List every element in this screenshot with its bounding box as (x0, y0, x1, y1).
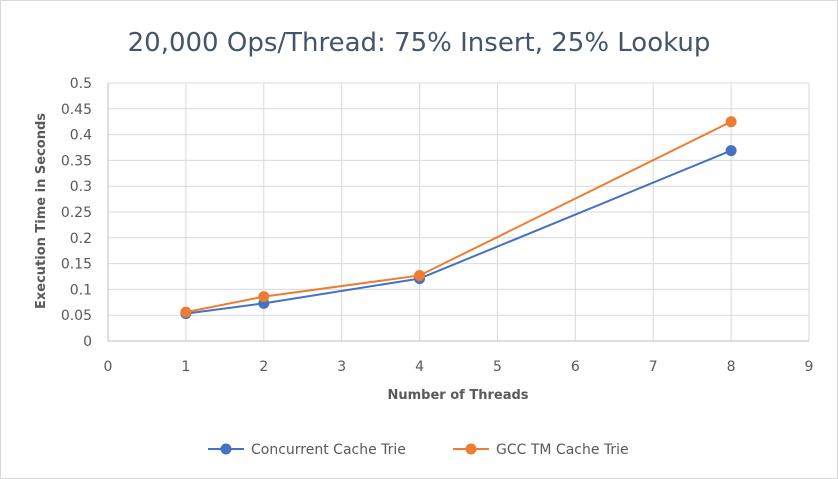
legend-marker (465, 443, 477, 455)
axes: 0 0.05 0.1 0.15 0.2 0.25 0.3 0.35 0.4 0.45 0.5 0 1 2 3… (61, 76, 814, 375)
y-tick-label: 0.35 (61, 153, 92, 169)
series-layer (180, 116, 737, 320)
y-tick-label: 0 (83, 334, 92, 350)
x-tick-label: 3 (337, 359, 346, 375)
chart-title: 20,000 Ops/Thread: 75% Insert, 25% Looku… (128, 28, 711, 58)
data-point (414, 269, 426, 281)
y-tick-label: 0.25 (61, 205, 92, 221)
y-tick-label: 0.1 (70, 282, 92, 298)
x-axis-title: Number of Threads (387, 388, 528, 403)
series-line (185, 149, 732, 315)
series-2 (180, 116, 737, 318)
x-tick-label: 4 (415, 359, 424, 375)
x-tick-label: 7 (649, 359, 658, 375)
legend-marker (220, 443, 232, 455)
y-tick-label: 0.45 (61, 102, 92, 118)
y-tick-label: 0.3 (70, 179, 92, 195)
gridlines (108, 82, 810, 341)
y-tick-label: 0.15 (61, 257, 92, 273)
x-tick-label: 6 (571, 359, 580, 375)
x-tick-label: 1 (181, 359, 190, 375)
legend-item: Concurrent Cache Trie (208, 442, 406, 458)
legend-label: Concurrent Cache Trie (251, 442, 406, 458)
x-tick-label: 5 (493, 359, 502, 375)
legend-label: GCC TM Cache Trie (496, 442, 629, 458)
y-tick-label: 0.4 (70, 128, 92, 144)
series-line (185, 120, 732, 314)
x-tick-label: 9 (805, 359, 814, 375)
data-point (180, 306, 192, 318)
y-tick-label: 0.5 (70, 76, 92, 92)
y-tick-label: 0.05 (61, 308, 92, 324)
x-tick-label: 0 (104, 359, 113, 375)
y-axis-title: Execution Time in Seconds (34, 113, 49, 309)
legend: Concurrent Cache Trie GCC TM Cache Trie (208, 442, 629, 458)
y-tick-label: 0.2 (70, 231, 92, 247)
data-point (725, 145, 737, 157)
x-tick-label: 2 (259, 359, 268, 375)
data-point (725, 116, 737, 128)
legend-item: GCC TM Cache Trie (453, 442, 629, 458)
x-tick-label: 8 (727, 359, 736, 375)
data-point (258, 291, 270, 303)
